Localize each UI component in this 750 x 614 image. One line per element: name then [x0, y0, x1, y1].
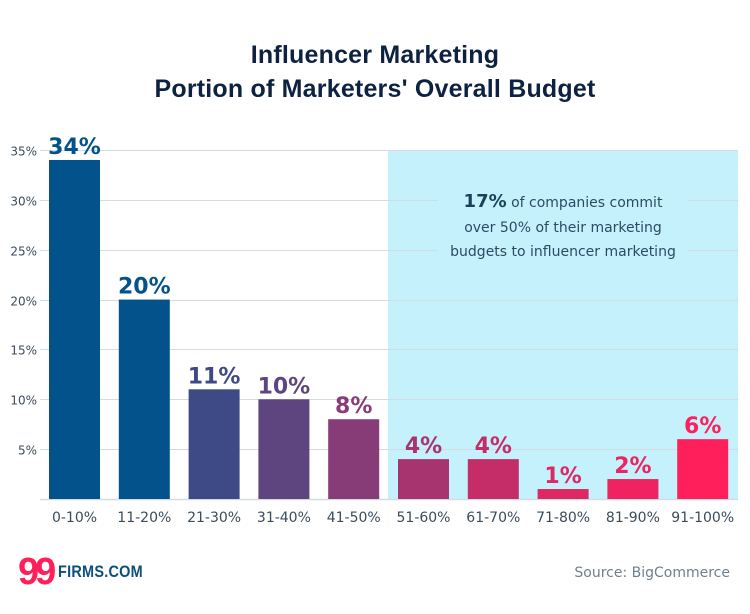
- x-tick-label: 81-90%: [606, 510, 660, 526]
- x-tick-label: 91-100%: [671, 510, 734, 526]
- logo-number: 99: [18, 551, 56, 593]
- bar: [328, 419, 380, 499]
- data-label: 2%: [614, 454, 651, 479]
- data-label: 34%: [48, 135, 101, 160]
- y-tick-label: 10%: [10, 394, 37, 408]
- bar: [677, 439, 729, 499]
- bar: [398, 459, 449, 499]
- y-tick-label: 5%: [18, 444, 37, 458]
- x-axis-ticks-group: 0-10% 11-20% 21-30% 31-40% 41-50% 51-60% 61-70…: [52, 510, 734, 526]
- y-axis-ticks-group: 5% 10% 15% 20% 25% 30% 35%: [10, 145, 37, 458]
- chart-title-line1: Influencer Marketing: [250, 41, 500, 69]
- bar: [607, 479, 659, 499]
- annotation-text: of companies commit: [507, 195, 663, 211]
- bar: [537, 489, 589, 499]
- data-label: 4%: [475, 434, 512, 459]
- annotation-line: 17% of companies commit: [464, 191, 663, 212]
- annotation-group: 17% of companies commit over 50% of their…: [450, 191, 676, 260]
- x-tick-label: 71-80%: [536, 510, 590, 526]
- logo-99firms: 99 FIRMS.COM: [18, 551, 158, 593]
- data-label: 4%: [405, 434, 442, 459]
- y-tick-label: 30%: [10, 195, 37, 209]
- bar: [467, 459, 519, 499]
- y-tick-label: 15%: [10, 344, 37, 358]
- x-tick-label: 51-60%: [397, 510, 451, 526]
- chart-subtitle: Portion of Marketers' Overall Budget: [154, 75, 596, 103]
- x-tick-label: 0-10%: [52, 510, 97, 526]
- y-tick-label: 35%: [10, 145, 37, 159]
- bar: [118, 299, 170, 499]
- chart-title: Influencer Marketing Portion of Marketer…: [0, 38, 750, 106]
- bar: [49, 159, 100, 499]
- data-label: 8%: [335, 394, 372, 419]
- logo-text: FIRMS.COM: [58, 562, 144, 581]
- x-tick-label: 11-20%: [117, 510, 171, 526]
- annotation-highlight-value: 17%: [464, 191, 507, 212]
- annotation-line: budgets to influencer marketing: [450, 244, 676, 260]
- data-label: 20%: [118, 275, 171, 300]
- x-tick-label: 31-40%: [257, 510, 311, 526]
- bar: [258, 399, 310, 499]
- y-tick-label: 25%: [10, 245, 37, 259]
- x-tick-label: 61-70%: [466, 510, 520, 526]
- data-label: 1%: [544, 464, 581, 489]
- data-label: 11%: [188, 364, 241, 389]
- bar: [188, 389, 240, 499]
- x-tick-label: 21-30%: [187, 510, 241, 526]
- annotation-line: over 50% of their marketing: [464, 220, 662, 236]
- data-label: 6%: [684, 414, 721, 439]
- source-text: Source: BigCommerce: [574, 565, 730, 581]
- bars-group: [49, 159, 729, 499]
- data-labels-group: 34% 20% 11% 10% 8% 4% 4% 1% 2% 6%: [48, 135, 721, 489]
- y-tick-label: 20%: [10, 295, 37, 309]
- x-tick-label: 41-50%: [327, 510, 381, 526]
- data-label: 10%: [258, 374, 311, 399]
